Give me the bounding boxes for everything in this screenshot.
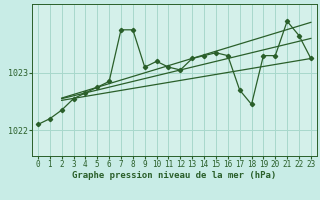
X-axis label: Graphe pression niveau de la mer (hPa): Graphe pression niveau de la mer (hPa)	[72, 171, 276, 180]
